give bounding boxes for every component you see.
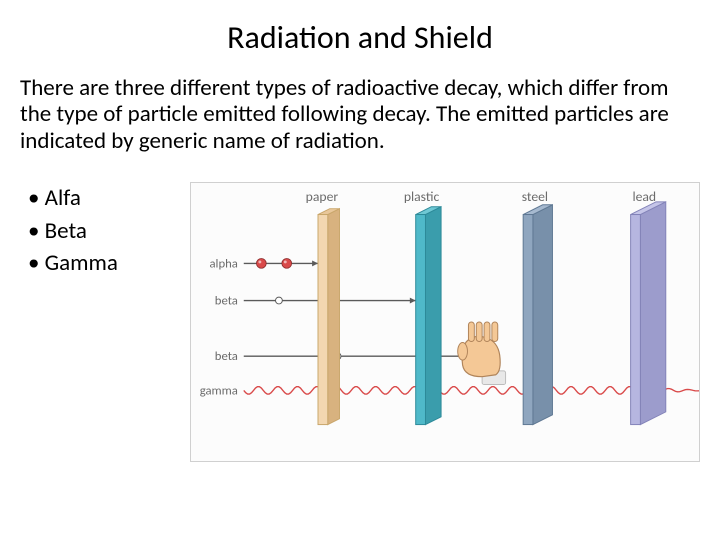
svg-text:lead: lead [632,188,656,205]
bullet-item: Beta [28,215,170,247]
page-title: Radiation and Shield [20,18,700,57]
svg-text:beta: beta [215,294,238,309]
svg-text:beta: beta [215,349,238,364]
radiation-shield-diagram: alpha beta beta gamma paper plastic steel lead [190,182,700,462]
svg-text:steel: steel [522,188,548,205]
bullet-item: Alfa [28,182,170,214]
svg-text:paper: paper [306,188,339,205]
description-text: There are three different types of radio… [20,75,700,154]
svg-text:gamma: gamma [200,384,238,399]
svg-text:plastic: plastic [404,188,440,205]
diagram-svg: alpha beta beta gamma paper plastic steel lead [191,183,699,461]
bullet-item: Gamma [28,247,170,279]
content-row: Alfa Beta Gamma alpha beta beta gamma paper p… [20,182,700,462]
bullet-list: Alfa Beta Gamma [20,182,170,462]
svg-text:alpha: alpha [209,257,237,272]
